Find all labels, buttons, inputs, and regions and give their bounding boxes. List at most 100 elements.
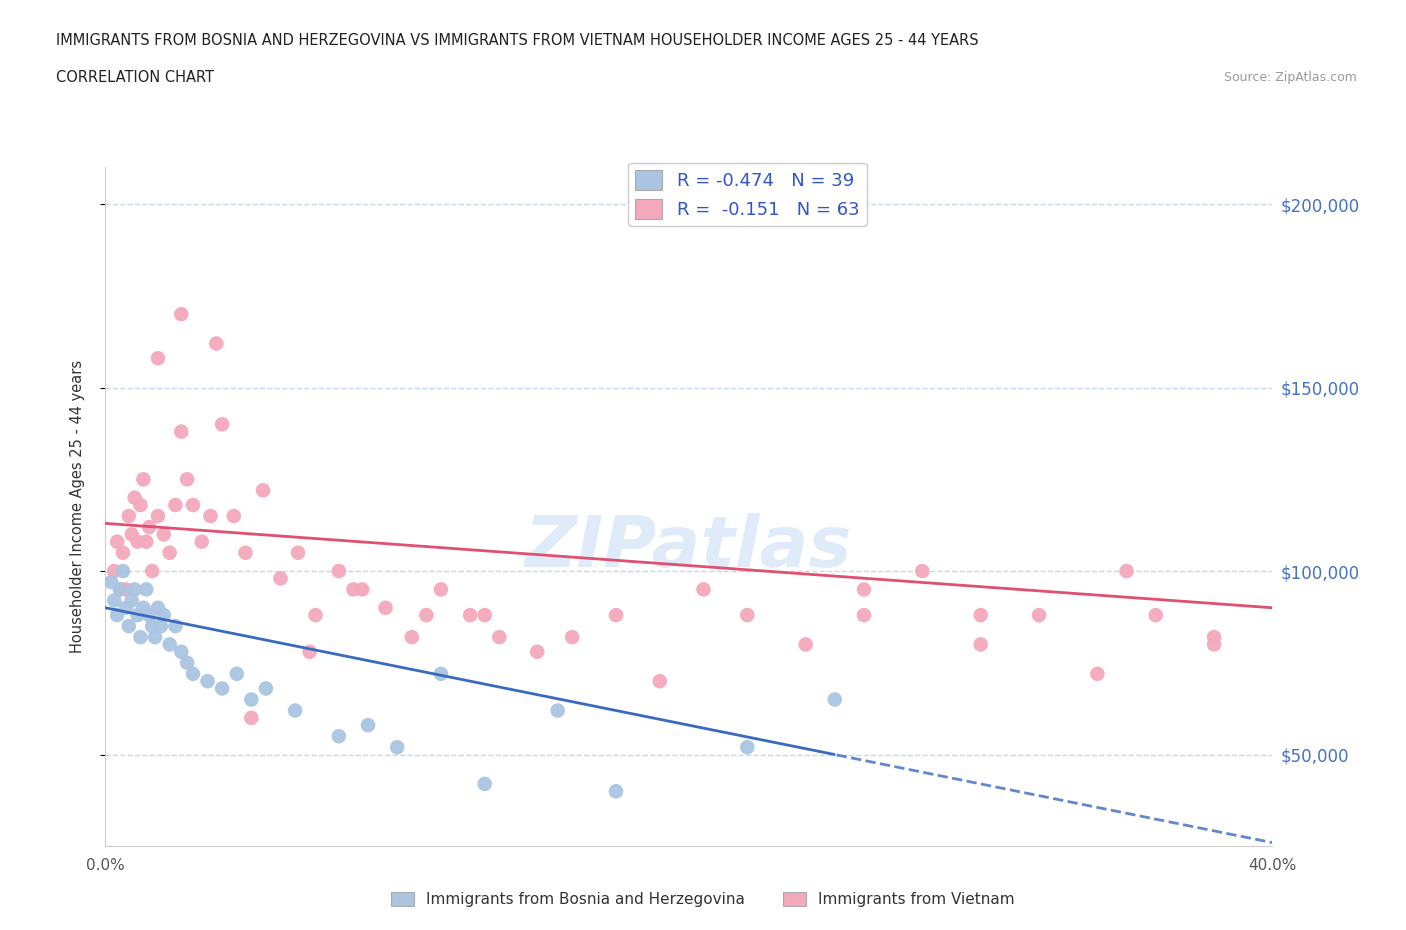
Point — [526, 644, 548, 659]
Point — [200, 509, 222, 524]
Point — [132, 601, 155, 616]
Point — [328, 729, 350, 744]
Point — [240, 711, 263, 725]
Point — [165, 498, 187, 512]
Point — [240, 692, 263, 707]
Point — [146, 509, 169, 524]
Point — [153, 527, 174, 542]
Point — [170, 307, 193, 322]
Point — [146, 601, 169, 616]
Point — [127, 534, 149, 549]
Point — [118, 618, 141, 633]
Text: IMMIGRANTS FROM BOSNIA AND HERZEGOVINA VS IMMIGRANTS FROM VIETNAM HOUSEHOLDER IN: IMMIGRANTS FROM BOSNIA AND HERZEGOVINA V… — [56, 33, 979, 47]
Legend: Immigrants from Bosnia and Herzegovina, Immigrants from Vietnam: Immigrants from Bosnia and Herzegovina, … — [385, 885, 1021, 913]
Point — [430, 582, 453, 597]
Point — [737, 607, 759, 622]
Point — [115, 601, 138, 616]
Point — [561, 630, 583, 644]
Point — [385, 739, 408, 754]
Point — [357, 718, 380, 733]
Point — [138, 607, 160, 622]
Point — [105, 607, 128, 622]
Point — [127, 607, 149, 622]
Legend: R = -0.474   N = 39, R =  -0.151   N = 63: R = -0.474 N = 39, R = -0.151 N = 63 — [628, 163, 866, 226]
Point — [374, 601, 396, 616]
Point — [211, 417, 233, 432]
Point — [103, 564, 125, 578]
Point — [115, 582, 138, 597]
Point — [111, 545, 134, 560]
Text: Source: ZipAtlas.com: Source: ZipAtlas.com — [1223, 71, 1357, 84]
Point — [165, 618, 187, 633]
Point — [488, 630, 510, 644]
Point — [458, 607, 481, 622]
Point — [692, 582, 714, 597]
Point — [648, 673, 671, 688]
Text: ZIPatlas: ZIPatlas — [526, 513, 852, 582]
Point — [430, 667, 453, 682]
Point — [298, 644, 321, 659]
Point — [135, 534, 157, 549]
Point — [352, 582, 374, 597]
Point — [969, 637, 991, 652]
Point — [108, 582, 131, 597]
Point — [269, 571, 292, 586]
Point — [474, 777, 496, 791]
Point — [911, 564, 934, 578]
Point — [170, 424, 193, 439]
Point — [969, 607, 991, 622]
Point — [170, 644, 193, 659]
Point — [605, 607, 627, 622]
Point — [141, 618, 163, 633]
Point — [111, 564, 134, 578]
Point — [205, 336, 228, 351]
Point — [149, 618, 172, 633]
Point — [132, 472, 155, 486]
Point — [190, 534, 212, 549]
Point — [181, 498, 204, 512]
Point — [254, 681, 277, 696]
Point — [146, 351, 169, 365]
Point — [737, 739, 759, 754]
Point — [1085, 667, 1108, 682]
Point — [225, 667, 247, 682]
Point — [328, 564, 350, 578]
Point — [222, 509, 245, 524]
Point — [129, 498, 152, 512]
Point — [252, 483, 274, 498]
Point — [235, 545, 257, 560]
Point — [141, 564, 163, 578]
Point — [103, 593, 125, 608]
Point — [124, 490, 146, 505]
Point — [143, 630, 166, 644]
Point — [118, 509, 141, 524]
Point — [605, 784, 627, 799]
Point — [105, 534, 128, 549]
Point — [129, 630, 152, 644]
Point — [121, 593, 143, 608]
Point — [121, 527, 143, 542]
Point — [547, 703, 569, 718]
Text: CORRELATION CHART: CORRELATION CHART — [56, 70, 214, 85]
Point — [124, 582, 146, 597]
Point — [100, 575, 122, 590]
Point — [794, 637, 817, 652]
Point — [181, 667, 204, 682]
Point — [415, 607, 437, 622]
Point — [824, 692, 846, 707]
Point — [852, 607, 875, 622]
Point — [108, 582, 131, 597]
Point — [1028, 607, 1050, 622]
Point — [138, 520, 160, 535]
Point — [304, 607, 326, 622]
Point — [342, 582, 364, 597]
Point — [287, 545, 309, 560]
Point — [176, 472, 198, 486]
Point — [153, 607, 174, 622]
Point — [1144, 607, 1167, 622]
Point — [159, 545, 181, 560]
Point — [401, 630, 423, 644]
Point — [135, 582, 157, 597]
Point — [474, 607, 496, 622]
Point — [197, 673, 219, 688]
